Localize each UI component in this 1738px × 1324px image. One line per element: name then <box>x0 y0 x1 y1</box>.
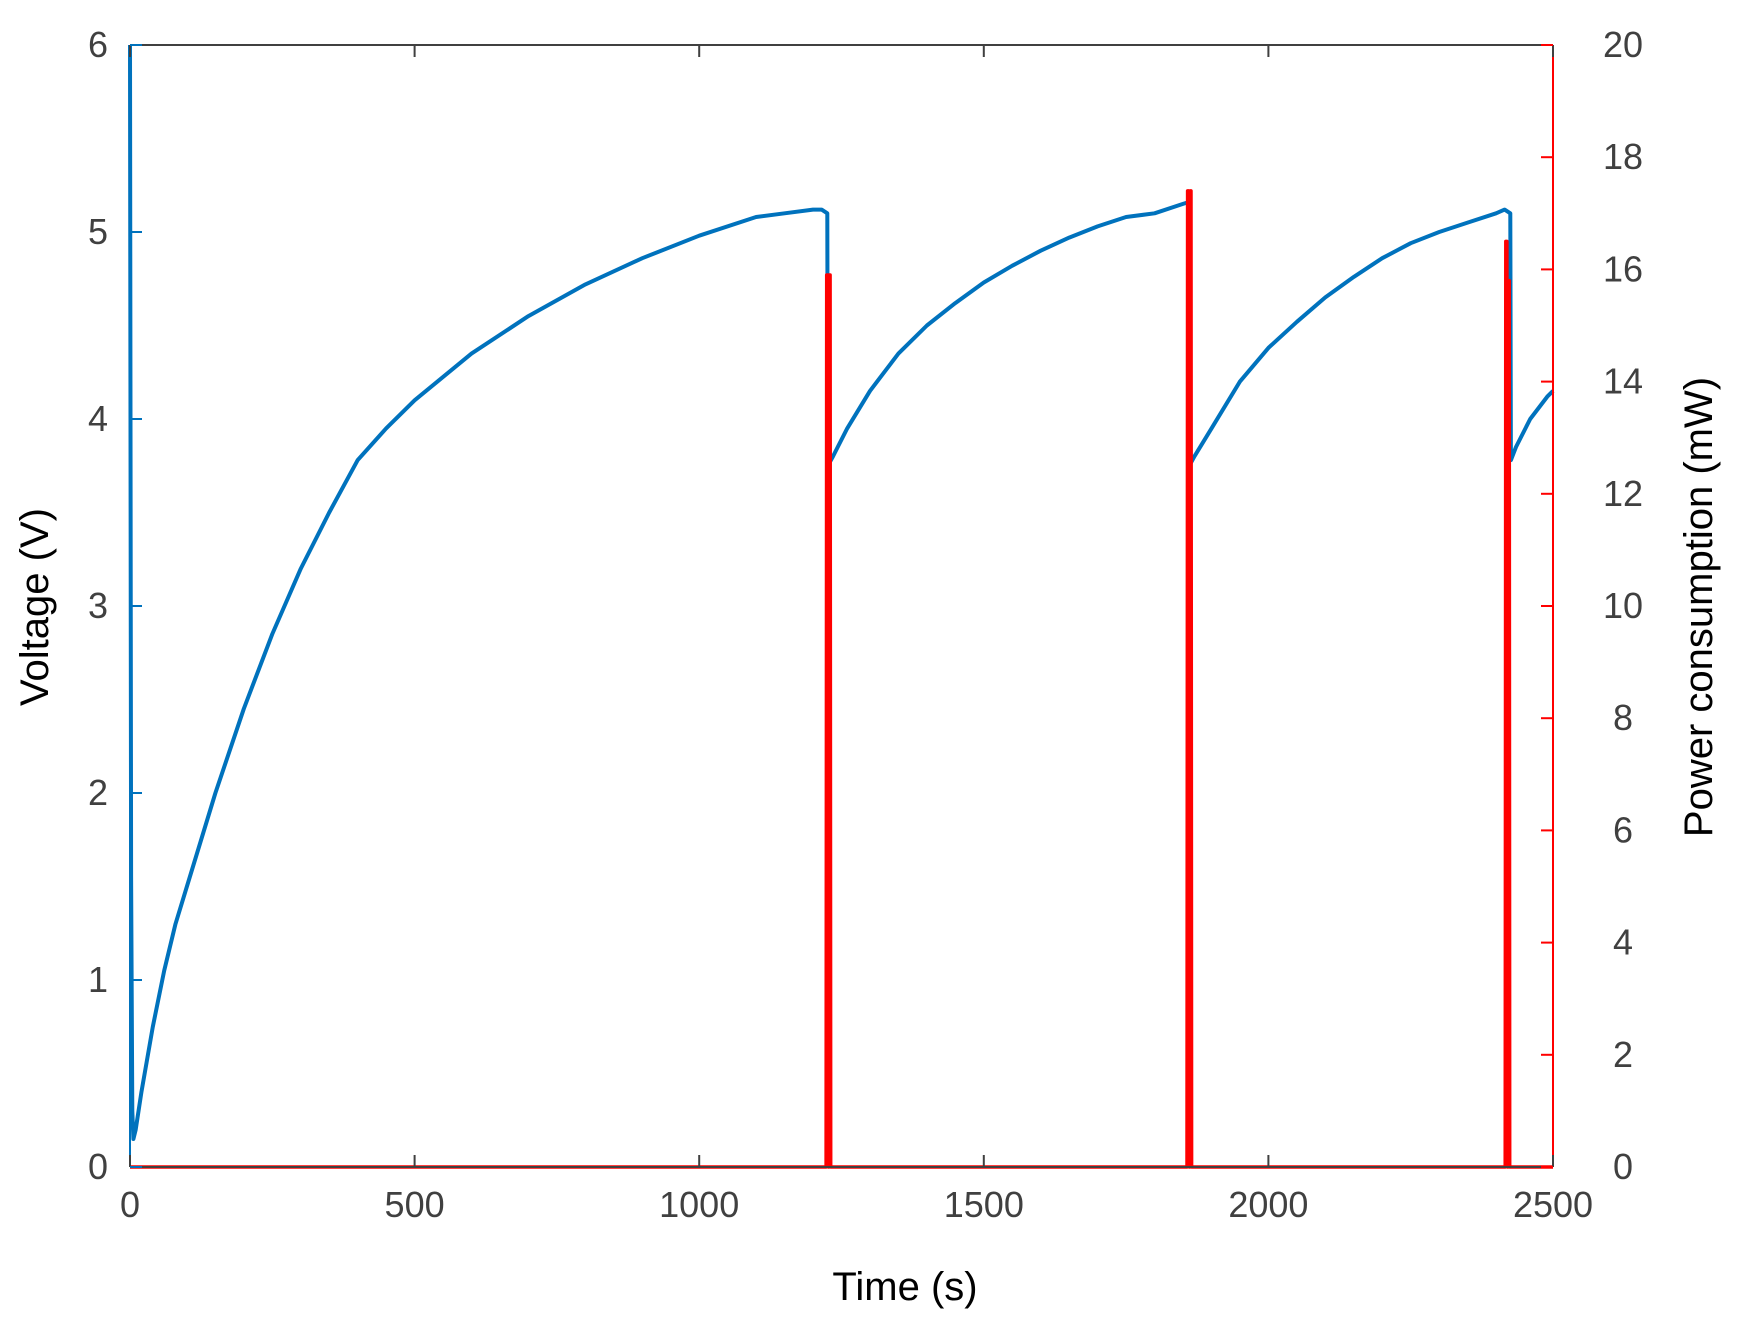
y-left-tick-label: 0 <box>88 1146 108 1187</box>
x-tick-label: 2000 <box>1228 1184 1308 1225</box>
y-right-tick-label: 14 <box>1603 361 1643 402</box>
y-right-tick-label: 6 <box>1613 809 1633 850</box>
x-tick-label: 1500 <box>944 1184 1024 1225</box>
power-consumption-line <box>130 189 1553 1169</box>
y-left-tick-label: 1 <box>88 959 108 1000</box>
y-right-tick-label: 12 <box>1603 473 1643 514</box>
y-right-tick-label: 16 <box>1603 248 1643 289</box>
y-left-tick-label: 3 <box>88 585 108 626</box>
y-right-tick-label: 2 <box>1613 1034 1633 1075</box>
axes-layer <box>129 44 1554 1168</box>
y-axis-left-label: Voltage (V) <box>13 508 57 706</box>
y-right-tick-label: 18 <box>1603 136 1643 177</box>
y-left-tick-label: 5 <box>88 211 108 252</box>
y-right-tick-label: 4 <box>1613 922 1633 963</box>
voltage-line <box>128 44 1555 1141</box>
series-layer <box>128 44 1555 1169</box>
y-right-tick-label: 0 <box>1613 1146 1633 1187</box>
y-right-tick-label: 20 <box>1603 24 1643 65</box>
y-left-tick-label: 4 <box>88 398 108 439</box>
x-tick-label: 1000 <box>659 1184 739 1225</box>
y-left-tick-label: 2 <box>88 772 108 813</box>
x-tick-label: 500 <box>385 1184 445 1225</box>
x-tick-label: 2500 <box>1513 1184 1593 1225</box>
x-tick-label: 0 <box>120 1184 140 1225</box>
y-right-tick-label: 10 <box>1603 585 1643 626</box>
x-axis-label: Time (s) <box>832 1265 977 1309</box>
y-axis-right-label: Power consumption (mW) <box>1677 377 1721 837</box>
y-right-tick-label: 8 <box>1613 697 1633 738</box>
ticks-layer: 0 500 1000 1500 2000 250001234560246810121416… <box>88 24 1643 1225</box>
y-left-tick-label: 6 <box>88 24 108 65</box>
